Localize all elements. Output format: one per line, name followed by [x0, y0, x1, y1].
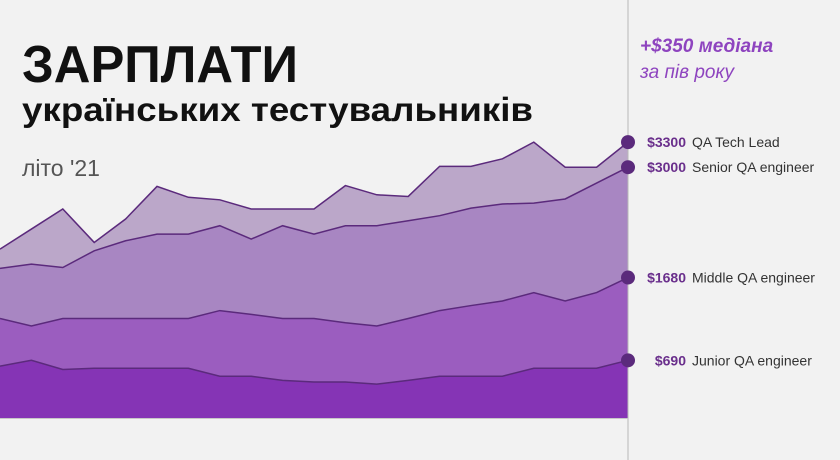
chart-subtitle: українських тестувальників	[22, 91, 533, 128]
legend-label: Middle QA engineer	[692, 270, 815, 286]
legend-label: Junior QA engineer	[692, 352, 812, 368]
value-label: $1680	[647, 270, 686, 286]
period: літо '21	[22, 155, 100, 181]
annotation: за пів року	[639, 62, 735, 83]
plot-area	[0, 141, 629, 418]
end-dot	[621, 160, 635, 175]
legend-label: Senior QA engineer	[692, 159, 815, 175]
end-dot	[621, 270, 635, 285]
value-label: $690	[655, 352, 686, 368]
line	[0, 359, 629, 385]
end-dot	[621, 135, 635, 150]
legend-label: QA Tech Lead	[692, 134, 780, 150]
area	[0, 360, 628, 418]
line	[0, 276, 629, 327]
line	[0, 141, 629, 250]
value-label: $3300	[647, 134, 686, 150]
end-dot	[621, 353, 635, 368]
value-label: $3000	[647, 159, 686, 175]
chart-title: ЗАРПЛАТИ	[22, 36, 298, 94]
line	[0, 166, 629, 270]
annotation: +$350 медіана	[640, 36, 774, 57]
